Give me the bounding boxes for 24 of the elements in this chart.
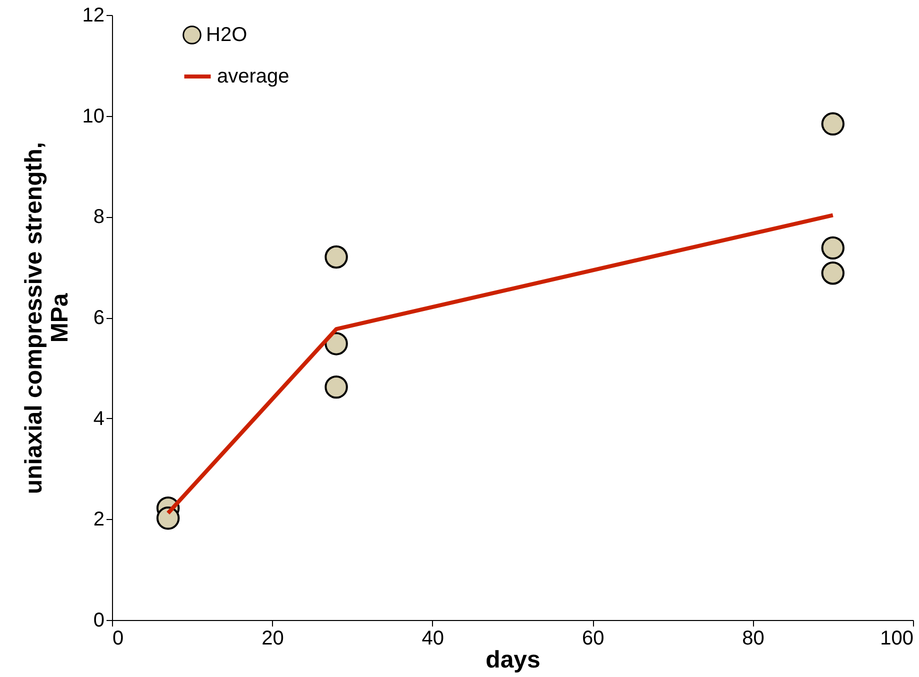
y-tick-label: 4	[93, 408, 104, 430]
x-tick-label: 20	[262, 628, 284, 650]
point	[821, 262, 845, 285]
x-tick-label: 80	[742, 628, 764, 650]
x-tick-label: 0	[112, 628, 124, 650]
x-axis-title: days	[486, 646, 540, 674]
legend-label: average	[217, 66, 290, 88]
x-tick-label: 40	[422, 628, 444, 650]
y-tick-label: 2	[93, 508, 104, 531]
point	[324, 245, 348, 269]
y-axis-title: uniaxial compressive strength, MPa	[20, 142, 74, 494]
y-tick-label: 8	[93, 206, 104, 228]
point	[821, 236, 845, 260]
point	[324, 332, 348, 356]
x-tick-label: 100	[880, 628, 914, 650]
y-tick-label: 6	[93, 307, 104, 329]
y-tick-label: 12	[82, 4, 104, 26]
point	[324, 375, 348, 399]
point	[821, 112, 845, 136]
x-tick-label: 60	[582, 628, 604, 650]
point	[156, 506, 180, 530]
y-tick-label: 10	[82, 105, 104, 128]
y-tick-label: 0	[93, 610, 104, 632]
legend-label: H2O	[206, 24, 248, 46]
